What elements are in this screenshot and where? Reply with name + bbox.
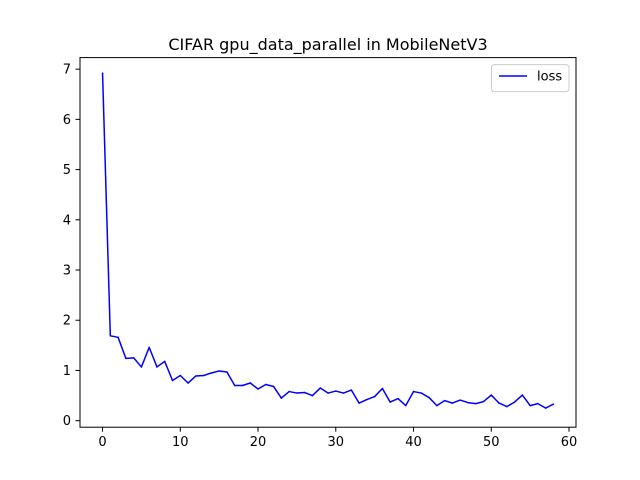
x-tick-label: 0 xyxy=(98,435,106,450)
data-point xyxy=(358,402,360,404)
chart-title: CIFAR gpu_data_parallel in MobileNetV3 xyxy=(168,35,487,55)
legend-box xyxy=(491,64,570,93)
x-tick-label: 20 xyxy=(250,435,267,450)
data-point xyxy=(412,390,415,393)
data-point xyxy=(451,402,454,404)
data-point xyxy=(109,335,112,337)
y-tick-label: 6 xyxy=(63,113,71,128)
legend-label-loss: loss xyxy=(537,70,562,85)
data-point xyxy=(156,366,158,368)
data-point xyxy=(132,357,135,359)
data-point xyxy=(171,379,174,382)
data-point xyxy=(459,399,461,401)
x-axis-ticks: 0 10 20 30 40 50 60 xyxy=(98,427,577,450)
y-tick-label: 5 xyxy=(63,163,71,178)
data-point xyxy=(537,402,539,405)
data-point xyxy=(117,336,119,339)
data-point xyxy=(101,72,104,74)
x-tick-label: 40 xyxy=(405,435,422,450)
data-point xyxy=(140,366,143,368)
data-point xyxy=(506,405,508,408)
plot-frame xyxy=(79,57,577,428)
data-point xyxy=(319,387,321,389)
data-point xyxy=(311,394,314,397)
data-point xyxy=(288,390,290,393)
x-tick-label: 30 xyxy=(328,435,345,450)
y-tick-label: 3 xyxy=(63,264,71,279)
data-point xyxy=(498,402,500,404)
data-point xyxy=(226,371,228,373)
x-tick-label: 60 xyxy=(561,435,578,450)
y-tick-label: 2 xyxy=(63,314,71,329)
y-axis-ticks: 0 1 2 3 4 5 6 7 xyxy=(63,63,80,429)
data-point xyxy=(474,402,477,405)
data-point xyxy=(513,401,516,403)
y-tick-label: 4 xyxy=(63,213,71,228)
data-point xyxy=(195,375,197,377)
data-point xyxy=(233,384,236,387)
data-point xyxy=(327,392,329,394)
data-point xyxy=(366,398,368,401)
data-point xyxy=(249,382,252,384)
y-tick-label: 1 xyxy=(63,364,71,379)
data-point xyxy=(443,399,446,402)
data-point xyxy=(280,397,283,399)
plot-area xyxy=(80,57,576,428)
legend: loss xyxy=(491,64,570,93)
series-layer xyxy=(101,72,555,409)
data-point xyxy=(552,403,555,405)
data-point xyxy=(529,404,531,407)
data-point xyxy=(272,385,275,388)
data-point xyxy=(342,392,345,394)
y-tick-label: 0 xyxy=(63,414,71,429)
data-point xyxy=(257,388,259,390)
data-point xyxy=(490,394,493,396)
x-tick-label: 10 xyxy=(172,435,189,450)
data-point xyxy=(187,382,189,384)
data-point xyxy=(389,401,391,403)
data-point xyxy=(467,401,469,404)
data-point xyxy=(350,389,353,391)
data-point xyxy=(210,372,213,374)
data-point xyxy=(373,395,376,398)
data-point xyxy=(202,374,205,377)
x-tick-label: 50 xyxy=(483,435,500,450)
data-point xyxy=(436,404,438,407)
y-tick-label: 7 xyxy=(63,63,71,78)
data-point xyxy=(303,391,306,394)
data-point xyxy=(335,390,337,392)
data-point xyxy=(241,384,244,387)
data-point xyxy=(296,392,298,394)
data-point xyxy=(381,387,384,390)
data-point xyxy=(163,360,166,363)
data-point xyxy=(544,407,547,409)
data-point xyxy=(428,396,430,399)
data-point xyxy=(148,346,150,349)
data-point xyxy=(218,370,220,372)
data-point xyxy=(265,383,267,386)
data-point xyxy=(404,404,407,407)
data-point xyxy=(125,357,127,360)
data-point xyxy=(420,392,423,394)
data-point xyxy=(397,397,399,400)
data-point xyxy=(482,400,485,403)
data-point xyxy=(521,394,524,396)
data-point xyxy=(179,374,182,377)
